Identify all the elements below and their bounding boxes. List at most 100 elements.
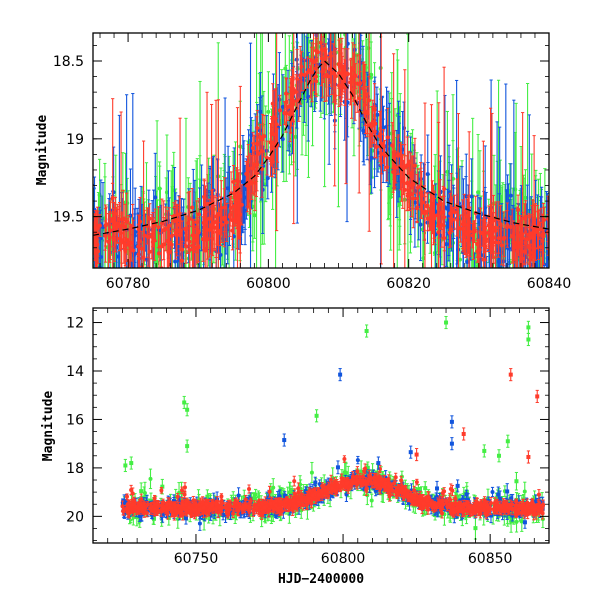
top-red-point [493, 201, 498, 254]
bottom-outlier-green [182, 395, 187, 410]
bottom-outlier-green [526, 320, 531, 334]
bottom-outlier-green [185, 439, 190, 453]
top-red-point [119, 213, 124, 268]
bottom-outlier-blue [338, 368, 343, 382]
top-x-tick-label: 60840 [527, 276, 572, 292]
bottom-red-point [292, 475, 297, 487]
top-model-curve [93, 60, 549, 236]
top-red-point [236, 197, 241, 240]
top-red-point [194, 200, 199, 244]
top-red-point [419, 171, 424, 220]
bottom-outlier-blue [449, 437, 454, 451]
top-red-point [232, 185, 237, 227]
top-red-point [277, 94, 282, 126]
top-red-point [151, 217, 156, 247]
top-red-point [326, 56, 331, 97]
top-red-point [97, 214, 102, 238]
top-red-point [348, 59, 353, 106]
bottom-x-tick-label: 60800 [321, 551, 366, 567]
top-red-point [209, 195, 214, 255]
top-red-point [305, 56, 310, 89]
bottom-y-tick-label: 16 [66, 412, 84, 428]
top-red-point [214, 219, 219, 245]
top-red-point [165, 210, 170, 268]
top-red-point [432, 197, 437, 239]
top-red-point [141, 140, 146, 268]
top-red-point [146, 215, 151, 258]
top-red-point [522, 237, 527, 266]
top-red-point [122, 216, 127, 268]
bottom-outlier-red [508, 368, 513, 382]
top-red-point [256, 132, 261, 175]
bottom-outlier-green [123, 458, 128, 473]
bottom-x-axis-title: HJD−2400000 [278, 572, 364, 587]
bottom-green-point [148, 468, 153, 490]
top-red-point [224, 202, 229, 242]
top-red-point [93, 222, 97, 262]
top-red-point [366, 76, 371, 125]
bottom-outlier-green [185, 403, 190, 417]
bottom-outlier-green [482, 444, 487, 458]
top-red-point [431, 184, 436, 246]
top-red-point [381, 129, 386, 164]
top-x-tick-label: 60800 [246, 276, 291, 292]
top-y-tick-label: 19.5 [53, 210, 84, 226]
top-red-point [340, 55, 345, 95]
top-red-point [196, 232, 201, 263]
top-red-point [370, 99, 375, 144]
top-red-point [508, 215, 513, 239]
top-red-point [505, 202, 510, 248]
bottom-outlier-blue [282, 433, 287, 447]
top-red-point [501, 211, 506, 267]
top-blue-point [444, 221, 449, 267]
top-red-point [480, 219, 485, 247]
bottom-green-point [473, 516, 478, 540]
top-red-point [343, 69, 348, 107]
top-red-point [285, 93, 290, 121]
top-x-tick-label: 60780 [106, 276, 151, 292]
bottom-x-tick-label: 60850 [468, 551, 513, 567]
top-green-point [157, 165, 162, 212]
top-red-point [442, 225, 447, 252]
bottom-panel-data [120, 315, 546, 540]
bottom-green-point [369, 493, 374, 508]
top-red-point [156, 232, 161, 268]
bottom-outlier-red [414, 448, 419, 462]
bottom-y-tick-label: 12 [66, 316, 84, 332]
top-red-point [385, 153, 390, 182]
top-red-point [268, 140, 273, 177]
top-red-point [107, 211, 112, 263]
top-panel: 60780 60800 60820 60840 18.5 19 19.5 Magnitude [35, 32, 572, 292]
top-red-point [515, 225, 520, 268]
top-red-point [531, 216, 536, 258]
top-red-point [407, 159, 412, 212]
bottom-panel: 60750 60800 60850 12 14 16 18 20 Magnitude HJD−… [41, 307, 550, 587]
top-red-point [448, 192, 453, 234]
top-red-point [255, 109, 260, 147]
bottom-outlier-green [505, 434, 510, 448]
bottom-outlier-red [535, 389, 540, 403]
top-red-point [264, 140, 269, 176]
top-red-point [327, 56, 332, 82]
top-red-point [378, 110, 383, 158]
bottom-blue-point [490, 486, 495, 498]
top-red-point [498, 205, 503, 244]
top-red-point [411, 168, 416, 229]
top-y-tick-label: 19 [66, 132, 84, 148]
top-red-point [538, 207, 543, 252]
top-red-point [319, 33, 324, 87]
top-red-point [486, 216, 491, 250]
top-red-point [187, 191, 192, 247]
top-red-point [212, 195, 217, 250]
top-red-point [115, 208, 120, 244]
top-red-point [402, 69, 407, 268]
bottom-green-point [514, 471, 519, 491]
bottom-outlier-blue [449, 415, 454, 429]
top-red-point [274, 33, 279, 232]
bottom-y-tick-label: 20 [66, 509, 84, 525]
bottom-y-tick-label: 14 [66, 364, 84, 380]
top-red-point [124, 192, 129, 251]
bottom-outlier-green [364, 324, 369, 338]
top-red-point [222, 177, 227, 238]
top-panel-data [93, 33, 549, 268]
